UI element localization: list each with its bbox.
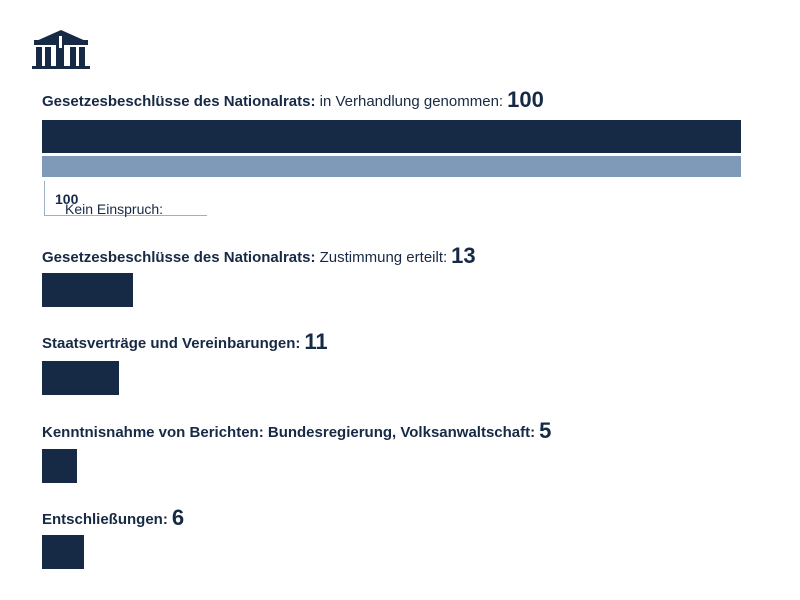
bar-kenntnisnahme bbox=[42, 449, 77, 483]
label-rest: Zustimmung erteilt: bbox=[315, 249, 448, 266]
value: 100 bbox=[507, 87, 544, 112]
label-bold: Gesetzesbeschlüsse des Nationalrats: bbox=[42, 249, 316, 266]
sub-label: Kein Einspruch: bbox=[65, 201, 164, 217]
section-label-zustimmung: Gesetzesbeschlüsse des Nationalrats: Zus… bbox=[42, 243, 476, 268]
bar-zustimmung bbox=[42, 273, 133, 307]
parliament-building-icon bbox=[32, 30, 90, 69]
bar-kein-einspruch bbox=[42, 156, 741, 177]
section-label-staatsvertraege: Staatsverträge und Vereinbarungen: 11 bbox=[42, 329, 328, 354]
section-label-entschliessungen: Entschließungen: 6 bbox=[42, 505, 185, 530]
label-bold: Entschließungen: bbox=[42, 511, 168, 528]
value: 13 bbox=[451, 243, 476, 268]
label-bold: Staatsverträge und Vereinbarungen: bbox=[42, 335, 301, 352]
bar-entschliessungen bbox=[42, 535, 84, 569]
value: 11 bbox=[304, 329, 328, 354]
bar-staatsvertraege bbox=[42, 361, 119, 395]
section-label-verhandlung: Gesetzesbeschlüsse des Nationalrats: in … bbox=[42, 87, 544, 112]
label-rest: in Verhandlung genommen: bbox=[315, 93, 504, 110]
sub-value: 100 bbox=[55, 191, 79, 207]
bar-verhandlung bbox=[42, 120, 741, 153]
label-bold: Kenntnisnahme von Berichten: Bundesregie… bbox=[42, 424, 536, 441]
section-label-kenntnisnahme: Kenntnisnahme von Berichten: Bundesregie… bbox=[42, 418, 552, 443]
label-bold: Gesetzesbeschlüsse des Nationalrats: bbox=[42, 93, 316, 110]
value: 5 bbox=[539, 418, 552, 443]
kein-einspruch-callout: Kein Einspruch: 100 bbox=[44, 181, 207, 217]
value: 6 bbox=[171, 505, 185, 530]
